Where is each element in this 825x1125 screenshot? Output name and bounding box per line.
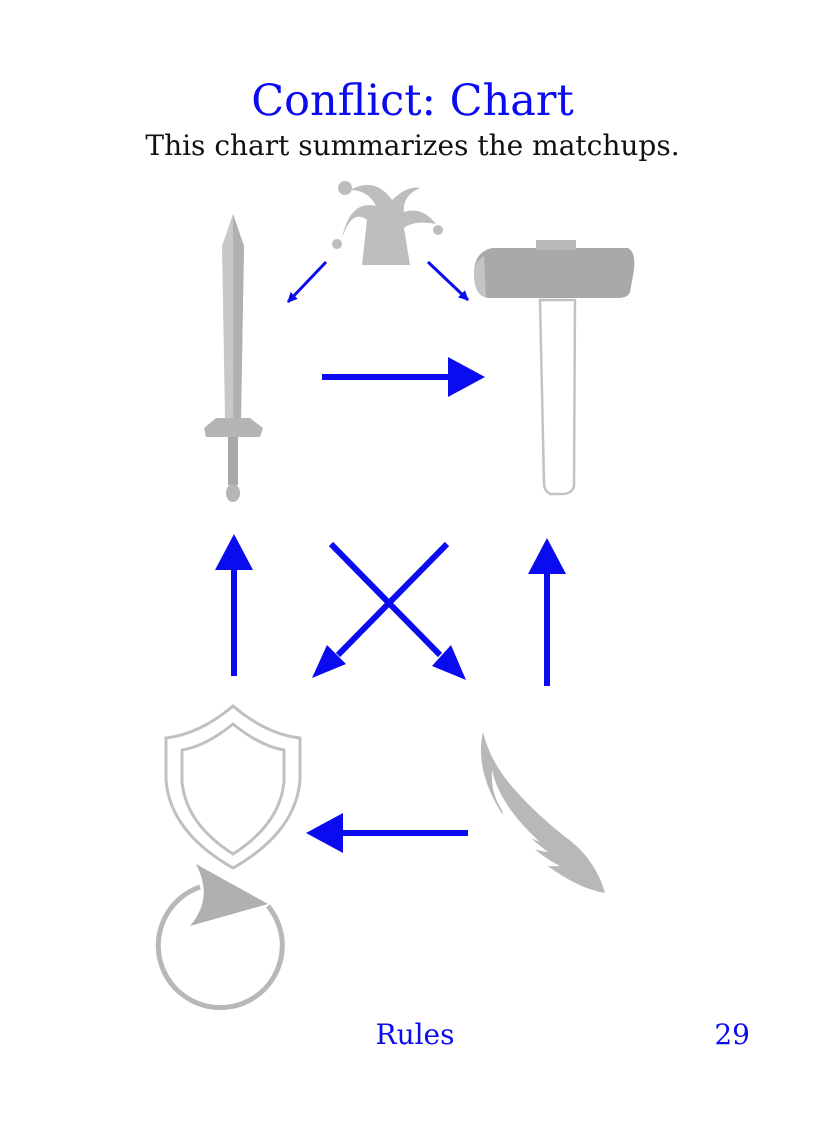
arrow-wing-to-shield [306,813,468,853]
arrow-jester-to-sword [286,260,328,304]
sword-icon [204,214,263,502]
rotate-arrow-icon [155,864,285,1011]
arrow-shield-to-sword [215,534,253,676]
page-title: Conflict: Chart [251,76,574,126]
arrow-hammer-to-shield [312,541,450,678]
arrow-jester-to-hammer [426,260,470,302]
shield-icon [164,704,302,870]
arrow-wing-to-hammer [528,538,566,686]
jester-hat-icon [332,181,443,265]
hammer-icon [474,240,635,496]
arrow-sword-to-hammer [322,357,485,397]
wing-icon [480,732,605,893]
arrow-sword-to-wing [328,541,466,680]
page-subtitle: This chart summarizes the matchups. [145,129,680,162]
page-number: 29 [714,1018,750,1051]
footer-section-label: Rules [375,1018,455,1051]
